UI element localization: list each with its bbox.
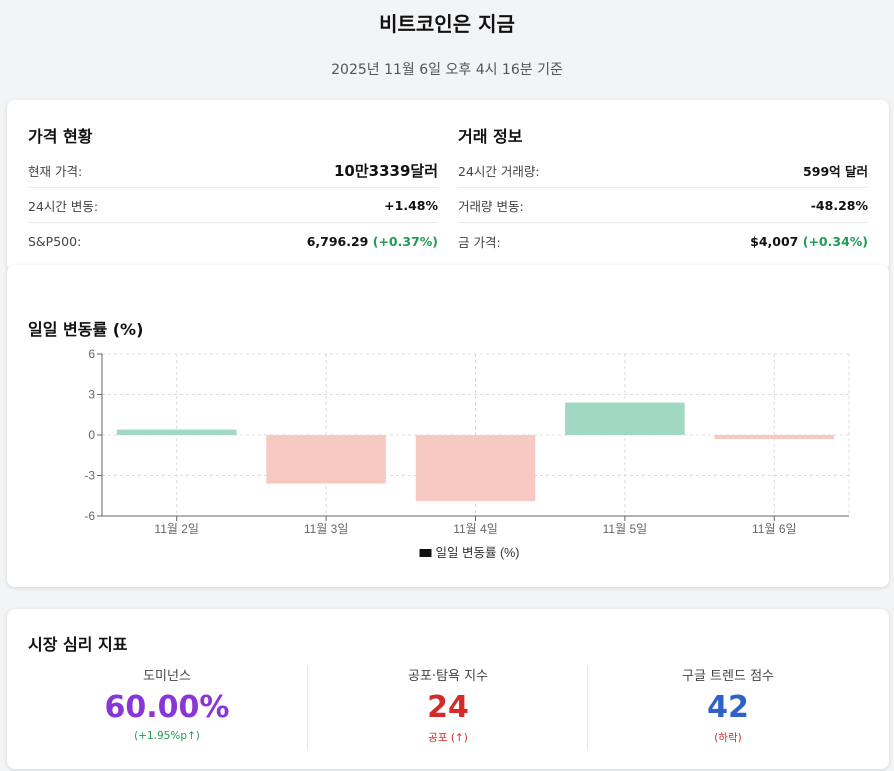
legend-swatch	[419, 549, 432, 557]
price-row-current: 현재 가격: 10만3339달러	[28, 154, 438, 188]
y-tick-label: 3	[88, 388, 95, 402]
sp500-value: 6,796.29	[306, 233, 369, 249]
gold-value: $4,007	[750, 233, 799, 249]
price-row-24h-change: 24시간 변동: +1.48%	[28, 189, 438, 223]
volume-change-value: -48.28%	[810, 198, 868, 213]
x-tick-label: 11월 3일	[304, 522, 349, 536]
bar-11월 2일	[116, 429, 237, 435]
trade-row-volume-change: 거래량 변동: -48.28%	[458, 189, 868, 223]
bar-11월 4일	[415, 435, 536, 502]
chart-title: 일일 변동률 (%)	[28, 320, 144, 339]
y-tick-label: 0	[88, 428, 95, 442]
price-row-label: S&P500:	[28, 233, 82, 249]
gold-change: (+0.34%)	[802, 233, 868, 249]
info-card: 가격 현황 현재 가격: 10만3339달러 24시간 변동: +1.48% S…	[7, 100, 889, 272]
x-tick-label: 11월 4일	[453, 522, 498, 536]
volume-value: 599억 달러	[803, 164, 868, 179]
google-trends-status: (하락)	[714, 732, 742, 744]
dominance-indicator: 도미넌스 60.00% (+1.95%p↑)	[27, 665, 307, 749]
fear-greed-label: 공포·탐욕 지수	[407, 669, 489, 684]
page-title: 비트코인은 지금	[379, 12, 515, 36]
current-price-value: 10만3339달러	[333, 162, 438, 180]
dominance-value: 60.00%	[104, 690, 230, 725]
y-tick-label: -3	[84, 469, 95, 483]
dominance-change: (+1.95%p↑)	[134, 730, 200, 742]
trade-row-label: 거래량 변동:	[458, 199, 524, 214]
page-timestamp: 2025년 11월 6일 오후 4시 16분 기준	[331, 62, 563, 78]
24h-change-value: +1.48%	[384, 198, 438, 213]
fear-greed-value: 24	[427, 690, 469, 725]
sentiment-divider	[307, 665, 308, 749]
google-trends-value: 42	[707, 690, 749, 725]
sentiment-divider	[587, 665, 588, 749]
x-tick-label: 11월 2일	[154, 522, 199, 536]
google-trends-indicator: 구글 트렌드 점수 42 (하락)	[588, 665, 868, 749]
sp500-value-group: 6,796.29 (+0.37%)	[307, 234, 438, 249]
fear-greed-status: 공포 (↑)	[428, 732, 468, 744]
trade-row-gold: 금 가격: $4,007 (+0.34%)	[458, 224, 868, 258]
y-tick-label: -6	[84, 509, 95, 523]
trade-row-volume: 24시간 거래량: 599억 달러	[458, 154, 868, 188]
daily-change-chart: 6 3 0 -3 -6 11월 2일 11월 3일 11월 4일 11월 5일 11월 6일일일 …	[84, 347, 850, 560]
sentiment-card: 시장 심리 지표 도미넌스 60.00% (+1.95%p↑) 공포·탐욕 지수…	[7, 609, 889, 769]
trade-row-label: 24시간 거래량:	[458, 164, 540, 179]
trade-section-title: 거래 정보	[458, 127, 523, 146]
price-row-label: 현재 가격:	[28, 164, 83, 179]
dominance-label: 도미넌스	[143, 669, 191, 684]
price-section-title: 가격 현황	[28, 127, 93, 146]
gold-value-group: $4,007 (+0.34%)	[750, 234, 868, 249]
google-trends-label: 구글 트렌드 점수	[682, 669, 774, 684]
sentiment-title: 시장 심리 지표	[28, 635, 128, 654]
bar-11월 6일	[714, 435, 835, 440]
chart-card: 일일 변동률 (%) 6 3 0 -3 -6 11월 2일 11월 3일 11월 4일 11월 …	[7, 265, 889, 587]
bar-11월 3일	[266, 435, 386, 484]
x-tick-label: 11월 5일	[603, 522, 648, 536]
y-tick-label: 6	[88, 347, 95, 361]
bar-11월 5일	[565, 402, 685, 435]
sp500-change: (+0.37%)	[372, 233, 438, 249]
price-row-sp500: S&P500: 6,796.29 (+0.37%)	[28, 224, 438, 258]
legend-label: 일일 변동률 (%)	[436, 546, 520, 560]
price-row-label: 24시간 변동:	[28, 199, 99, 214]
fear-greed-indicator: 공포·탐욕 지수 24 공포 (↑)	[308, 665, 588, 749]
x-tick-label: 11월 6일	[752, 522, 797, 536]
trade-row-label: 금 가격:	[458, 234, 501, 250]
